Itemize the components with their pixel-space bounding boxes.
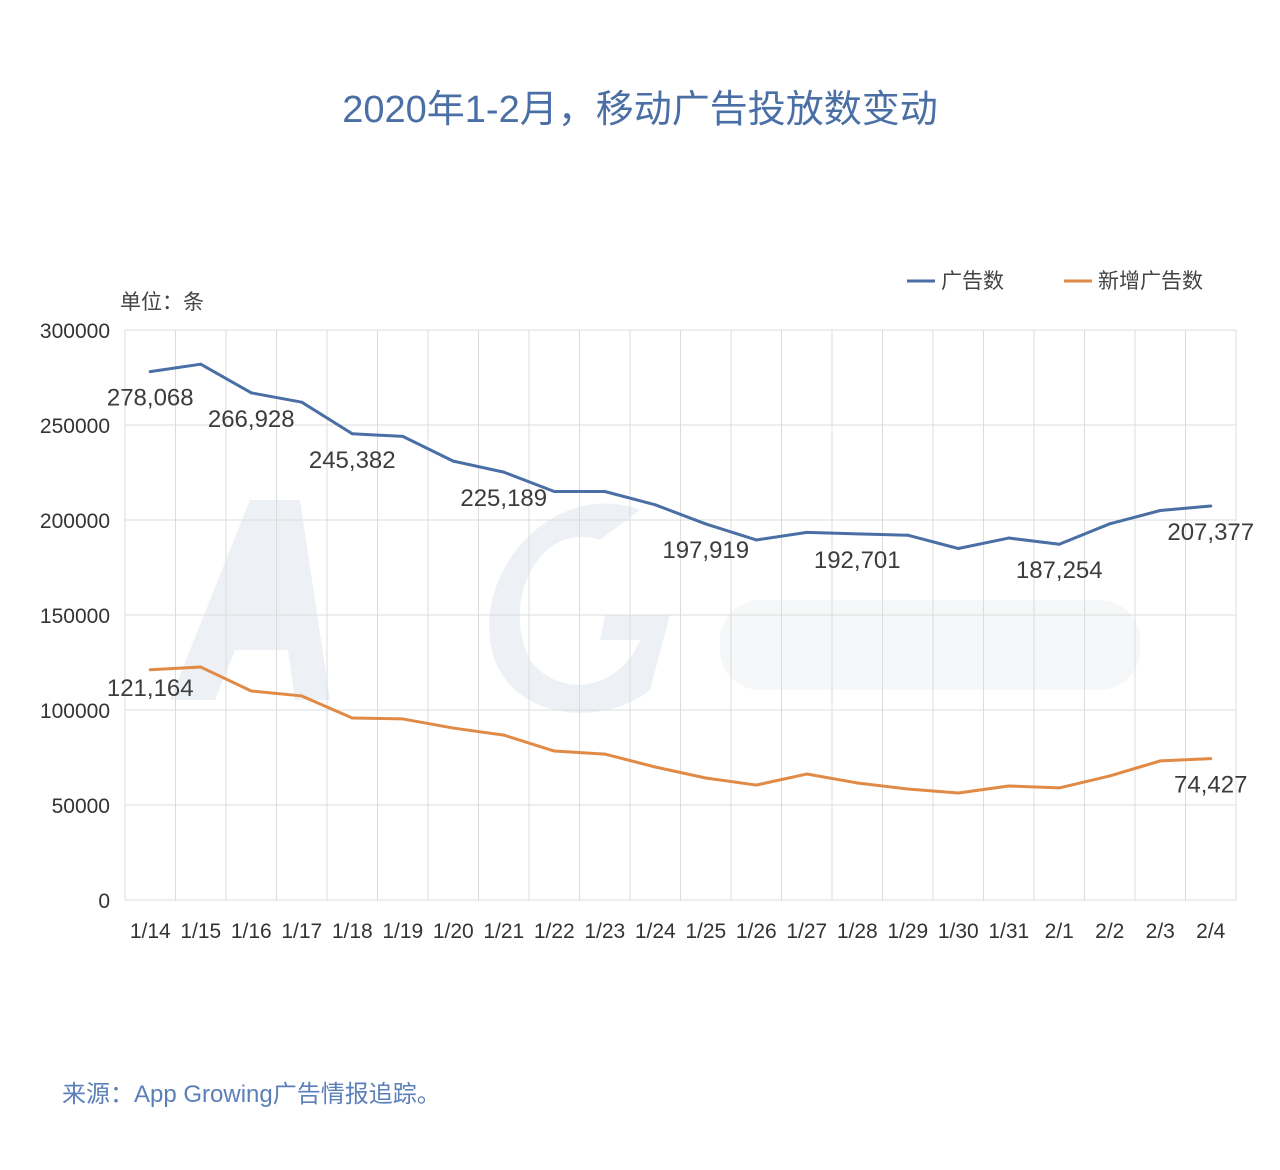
data-point-1 (1108, 774, 1112, 778)
x-tick-label: 1/26 (736, 920, 777, 943)
x-tick-label: 2/4 (1196, 920, 1226, 943)
data-point-1 (906, 787, 910, 791)
y-tick-label: 300000 (40, 320, 110, 343)
data-point-0 (1209, 504, 1213, 508)
data-point-0 (199, 362, 203, 366)
data-point-0 (249, 391, 253, 395)
data-point-1 (451, 726, 455, 730)
x-tick-label: 1/24 (635, 920, 676, 943)
data-point-0 (1158, 509, 1162, 512)
x-tick-label: 2/1 (1045, 920, 1074, 943)
data-point-0 (956, 547, 960, 550)
data-label: 207,377 (1167, 519, 1254, 546)
x-tick-label: 1/22 (534, 920, 575, 943)
data-label: 245,382 (309, 447, 396, 474)
y-tick-label: 150000 (40, 605, 110, 628)
data-point-1 (704, 776, 708, 780)
data-point-1 (502, 733, 506, 737)
data-point-0 (653, 503, 657, 507)
data-point-1 (1209, 757, 1213, 761)
data-point-0 (855, 532, 859, 536)
y-tick-label: 50000 (52, 795, 110, 818)
data-label: 278,068 (107, 385, 194, 412)
data-point-0 (704, 522, 708, 526)
x-tick-label: 1/21 (483, 920, 524, 943)
x-tick-label: 1/30 (938, 920, 979, 943)
data-point-0 (754, 538, 758, 542)
y-tick-label: 0 (98, 890, 110, 913)
data-point-0 (805, 530, 809, 534)
data-label: 74,427 (1174, 772, 1247, 799)
x-tick-label: 1/29 (887, 920, 928, 943)
data-point-0 (148, 370, 152, 374)
legend-label: 新增广告数 (1098, 270, 1203, 293)
data-point-1 (401, 717, 405, 721)
data-point-0 (1057, 542, 1061, 546)
x-tick-label: 1/15 (180, 920, 221, 943)
x-tick-label: 1/19 (382, 920, 423, 943)
series-line-1 (150, 665, 1211, 795)
data-point-0 (1007, 536, 1011, 540)
data-point-1 (552, 749, 556, 753)
series-line-0 (150, 362, 1211, 550)
unit-label: 单位：条 (120, 291, 204, 314)
data-point-0 (502, 470, 506, 474)
y-tick-label: 200000 (40, 510, 110, 533)
y-tick-label: 250000 (40, 415, 110, 438)
chart-title: 2020年1-2月，移动广告投放数变动 (342, 89, 938, 131)
data-label: 225,189 (460, 485, 547, 512)
data-point-0 (451, 459, 455, 463)
data-point-0 (401, 434, 405, 438)
data-label: 266,928 (208, 406, 295, 433)
legend-label: 广告数 (941, 270, 1004, 293)
x-tick-label: 1/17 (281, 920, 322, 943)
data-label: 187,254 (1016, 557, 1103, 584)
watermark-logo (170, 500, 670, 713)
x-tick-label: 2/3 (1146, 920, 1175, 943)
x-tick-label: 1/31 (988, 920, 1029, 943)
x-tick-label: 1/16 (231, 920, 272, 943)
data-point-0 (350, 432, 354, 436)
x-tick-label: 2/2 (1095, 920, 1124, 943)
data-point-0 (906, 533, 910, 537)
source-note: 来源：App Growing广告情报追踪。 (62, 1081, 441, 1108)
y-tick-label: 100000 (40, 700, 110, 723)
data-point-0 (1108, 522, 1112, 526)
data-point-0 (603, 490, 607, 493)
data-label: 121,164 (107, 675, 194, 702)
data-point-1 (956, 791, 960, 795)
data-point-1 (199, 665, 203, 669)
data-point-1 (805, 772, 809, 776)
x-tick-label: 1/14 (130, 920, 171, 943)
data-point-1 (1057, 786, 1061, 790)
x-tick-label: 1/27 (786, 920, 827, 943)
data-point-1 (350, 716, 354, 720)
data-point-1 (1007, 784, 1011, 788)
data-point-1 (1158, 759, 1162, 763)
data-label: 197,919 (662, 537, 749, 564)
data-point-1 (603, 752, 607, 756)
x-tick-label: 1/20 (433, 920, 474, 943)
data-point-0 (300, 400, 304, 404)
data-label: 192,701 (814, 547, 901, 574)
data-point-1 (653, 765, 657, 769)
data-point-1 (855, 781, 859, 785)
data-point-0 (552, 490, 556, 493)
data-point-1 (300, 694, 304, 698)
x-tick-label: 1/28 (837, 920, 878, 943)
x-tick-label: 1/23 (584, 920, 625, 943)
x-tick-label: 1/18 (332, 920, 373, 943)
data-point-1 (754, 783, 758, 787)
watermark-logo-tail (720, 600, 1140, 690)
data-point-1 (249, 689, 253, 693)
x-tick-label: 1/25 (685, 920, 726, 943)
data-point-1 (148, 668, 152, 672)
